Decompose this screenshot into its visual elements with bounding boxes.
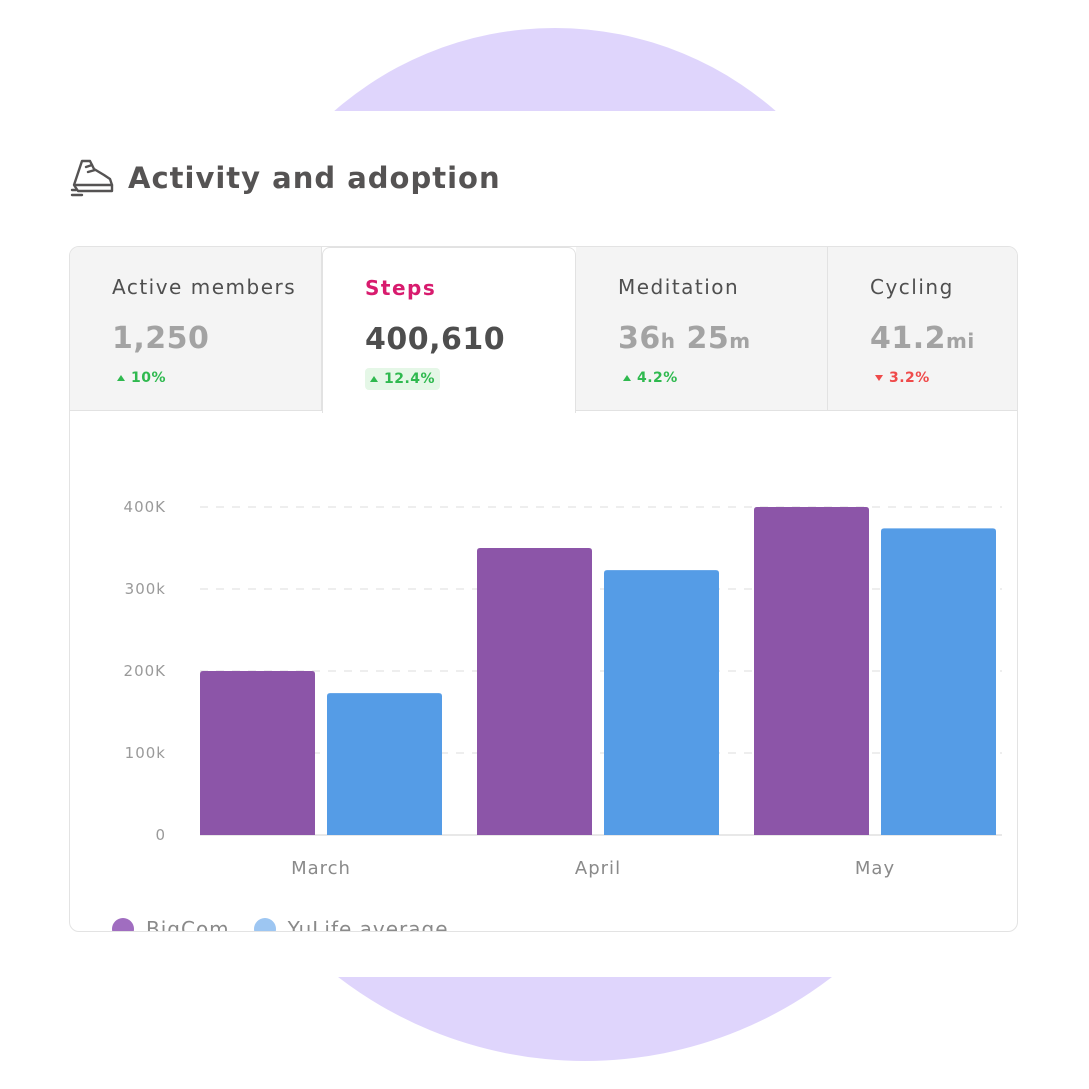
sneaker-icon: [70, 157, 114, 199]
tab-value: 36h 25m: [618, 321, 751, 356]
legend-item-yulife: YuLife average: [253, 917, 449, 932]
section-header: Activity and adoption: [70, 155, 501, 201]
tab-steps[interactable]: Steps 400,610 12.4%: [322, 247, 576, 413]
decorative-blob-bottom: [180, 977, 990, 1061]
change-value: 3.2%: [889, 370, 930, 386]
x-tick-label: April: [575, 858, 621, 879]
change-value: 10%: [131, 370, 167, 386]
tab-label: Steps: [365, 276, 437, 300]
tab-value: 41.2mi: [870, 321, 975, 356]
hours-unit: h: [660, 329, 676, 353]
metric-tabs: Active members 1,250 10% Steps 400,610 1…: [70, 247, 1017, 413]
minutes-unit: m: [729, 329, 751, 353]
change-value: 4.2%: [637, 370, 678, 386]
section-title: Activity and adoption: [128, 161, 501, 195]
arrow-up-icon: [623, 375, 631, 381]
y-tick-label: 300k: [125, 580, 166, 598]
y-tick-label: 200K: [124, 662, 167, 680]
change-badge: 10%: [112, 367, 171, 389]
change-badge: 4.2%: [618, 367, 683, 389]
arrow-up-icon: [370, 376, 378, 382]
bar-bigcom-march: [200, 671, 315, 835]
x-tick-label: March: [291, 858, 351, 879]
legend-swatch: [112, 918, 134, 931]
distance-unit: mi: [946, 329, 975, 353]
activity-card: Active members 1,250 10% Steps 400,610 1…: [69, 246, 1018, 932]
tab-meditation[interactable]: Meditation 36h 25m 4.2%: [576, 247, 828, 411]
tab-label: Meditation: [618, 275, 740, 299]
minutes-value: 25: [675, 321, 730, 356]
bar-bigcom-april: [477, 548, 592, 835]
bar-yulife-average-april: [604, 570, 719, 835]
steps-bar-chart: 0 100k 200K 300k 400K March April May: [124, 498, 1002, 879]
change-value: 12.4%: [384, 371, 436, 387]
bar-bigcom-may: [754, 507, 869, 835]
tab-active-members[interactable]: Active members 1,250 10%: [70, 247, 322, 411]
tab-value: 400,610: [365, 322, 506, 357]
chart-legend: BigCom YuLife average: [112, 917, 449, 932]
tab-value: 1,250: [112, 321, 210, 356]
decorative-blob-top: [220, 28, 890, 111]
tab-label: Active members: [112, 275, 297, 299]
arrow-down-icon: [875, 375, 883, 381]
bar-yulife-average-may: [881, 528, 996, 835]
change-badge: 12.4%: [365, 368, 441, 390]
tab-cycling[interactable]: Cycling 41.2mi 3.2%: [828, 247, 1017, 411]
tab-label: Cycling: [870, 275, 954, 299]
x-tick-label: May: [855, 858, 895, 879]
y-tick-label: 0: [155, 826, 166, 844]
hours-value: 36: [618, 321, 661, 356]
legend-swatch: [253, 918, 276, 931]
arrow-up-icon: [117, 375, 125, 381]
legend-label: YuLife average: [287, 917, 449, 932]
change-badge: 3.2%: [870, 367, 935, 389]
legend-label: BigCom: [146, 917, 230, 932]
bar-yulife-average-march: [327, 693, 442, 835]
distance-value: 41.2: [870, 321, 947, 356]
legend-item-bigcom: BigCom: [112, 917, 230, 932]
y-tick-label: 400K: [124, 498, 167, 516]
y-tick-label: 100k: [125, 744, 166, 762]
